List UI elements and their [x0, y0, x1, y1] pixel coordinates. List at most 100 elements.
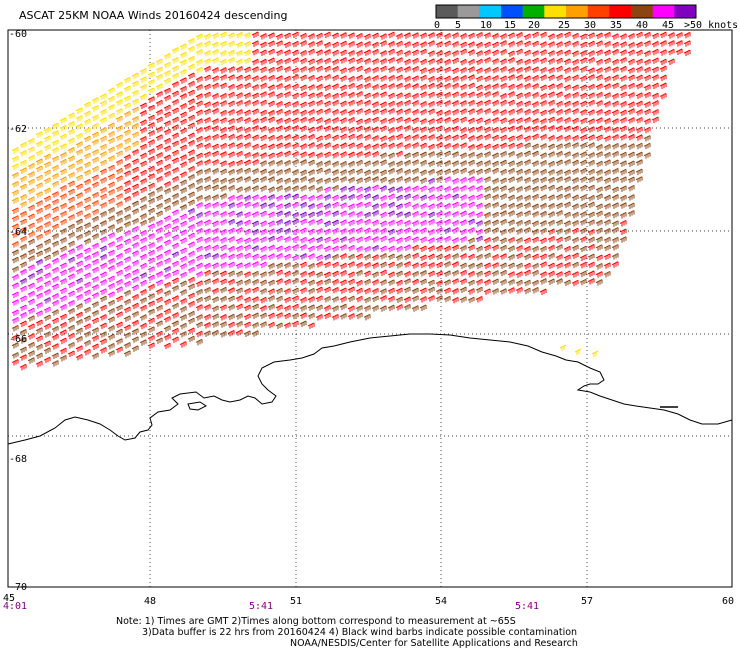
wind-barb — [299, 32, 307, 40]
wind-barb — [43, 153, 51, 161]
wind-barb — [275, 75, 283, 82]
wind-barb — [379, 65, 387, 73]
wind-barb — [499, 279, 507, 286]
wind-barb — [171, 327, 179, 335]
wind-barb — [411, 117, 419, 124]
wind-barb — [187, 114, 195, 122]
wind-barb — [203, 125, 211, 132]
wind-barb — [211, 270, 219, 277]
wind-barb — [243, 176, 251, 183]
wind-barb — [403, 244, 411, 251]
wind-barb — [371, 236, 379, 243]
wind-barb — [427, 91, 435, 99]
wind-barb — [243, 82, 251, 90]
wind-barb — [387, 100, 395, 108]
wind-barb — [107, 95, 115, 103]
wind-barb — [227, 100, 235, 108]
wind-barb — [107, 215, 115, 222]
wind-barb — [27, 298, 35, 306]
wind-barb — [67, 281, 75, 288]
wind-barb — [515, 245, 523, 252]
wind-barb — [651, 57, 659, 64]
wind-barb — [75, 132, 83, 140]
wind-barb — [35, 225, 43, 232]
scale-label: 25 — [558, 20, 570, 31]
wind-barb — [507, 271, 515, 278]
wind-barb — [67, 273, 75, 280]
wind-barb — [203, 210, 211, 217]
wind-barb — [227, 195, 235, 202]
wind-barb — [107, 104, 115, 111]
wind-barb — [235, 134, 243, 141]
wind-barb — [179, 43, 187, 50]
wind-barb — [427, 194, 435, 201]
wind-barb — [179, 306, 187, 313]
wind-barb — [131, 311, 139, 318]
wind-barb — [275, 108, 283, 116]
wind-barb — [611, 253, 619, 260]
wind-barb — [139, 143, 147, 151]
wind-barb — [371, 244, 379, 252]
wind-barb — [291, 236, 299, 243]
wind-barb — [131, 319, 139, 327]
wind-barb — [19, 312, 27, 319]
wind-barb — [387, 201, 395, 209]
wind-barb — [491, 33, 499, 40]
wind-barb — [219, 50, 227, 57]
wind-barb — [331, 237, 339, 244]
wind-barb — [155, 176, 163, 183]
wind-barb — [83, 238, 91, 245]
wind-barb — [619, 134, 627, 141]
wind-barb — [51, 360, 59, 367]
wind-barb — [195, 135, 203, 143]
wind-barb — [523, 75, 531, 82]
lat-label: -64 — [9, 227, 27, 238]
wind-barb — [219, 228, 227, 236]
wind-barb — [379, 101, 387, 108]
wind-barb — [211, 143, 219, 151]
wind-barb — [11, 334, 19, 341]
wind-barb — [43, 169, 51, 177]
wind-barb — [347, 253, 355, 261]
wind-barb — [363, 253, 371, 261]
wind-barb — [443, 50, 451, 57]
wind-barb — [19, 149, 27, 157]
wind-barb — [619, 65, 627, 73]
wind-barb — [115, 167, 123, 175]
wind-barb — [211, 305, 219, 312]
wind-barb — [203, 33, 211, 40]
wind-barb — [579, 57, 587, 64]
wind-barb — [507, 262, 515, 269]
wind-barb — [19, 159, 27, 167]
wind-barb — [555, 100, 563, 108]
wind-barb — [379, 305, 387, 312]
wind-barb — [491, 194, 499, 201]
wind-barb — [555, 117, 563, 124]
wind-barb — [147, 326, 155, 333]
wind-barb — [123, 129, 131, 136]
wind-barb — [219, 252, 227, 260]
wind-barb — [275, 245, 283, 252]
wind-barb — [475, 168, 483, 176]
wind-barb — [435, 117, 443, 124]
wind-barb — [147, 104, 155, 112]
wind-barb — [419, 134, 427, 142]
wind-barb — [307, 92, 315, 99]
wind-barb — [67, 137, 75, 145]
wind-barb — [163, 342, 171, 350]
wind-barb — [539, 202, 547, 210]
wind-barb — [571, 40, 579, 48]
wind-barb — [507, 142, 515, 150]
wind-barb — [323, 296, 331, 303]
wind-barb — [611, 82, 619, 90]
wind-barb — [467, 201, 475, 209]
wind-barb — [347, 278, 355, 286]
wind-barb — [203, 40, 211, 48]
wind-barb — [507, 67, 515, 74]
wind-barb — [475, 75, 483, 83]
wind-barb — [171, 65, 179, 72]
wind-barb — [83, 161, 91, 169]
wind-barb — [331, 143, 339, 151]
wind-barb — [27, 178, 35, 186]
wind-barb — [219, 67, 227, 74]
